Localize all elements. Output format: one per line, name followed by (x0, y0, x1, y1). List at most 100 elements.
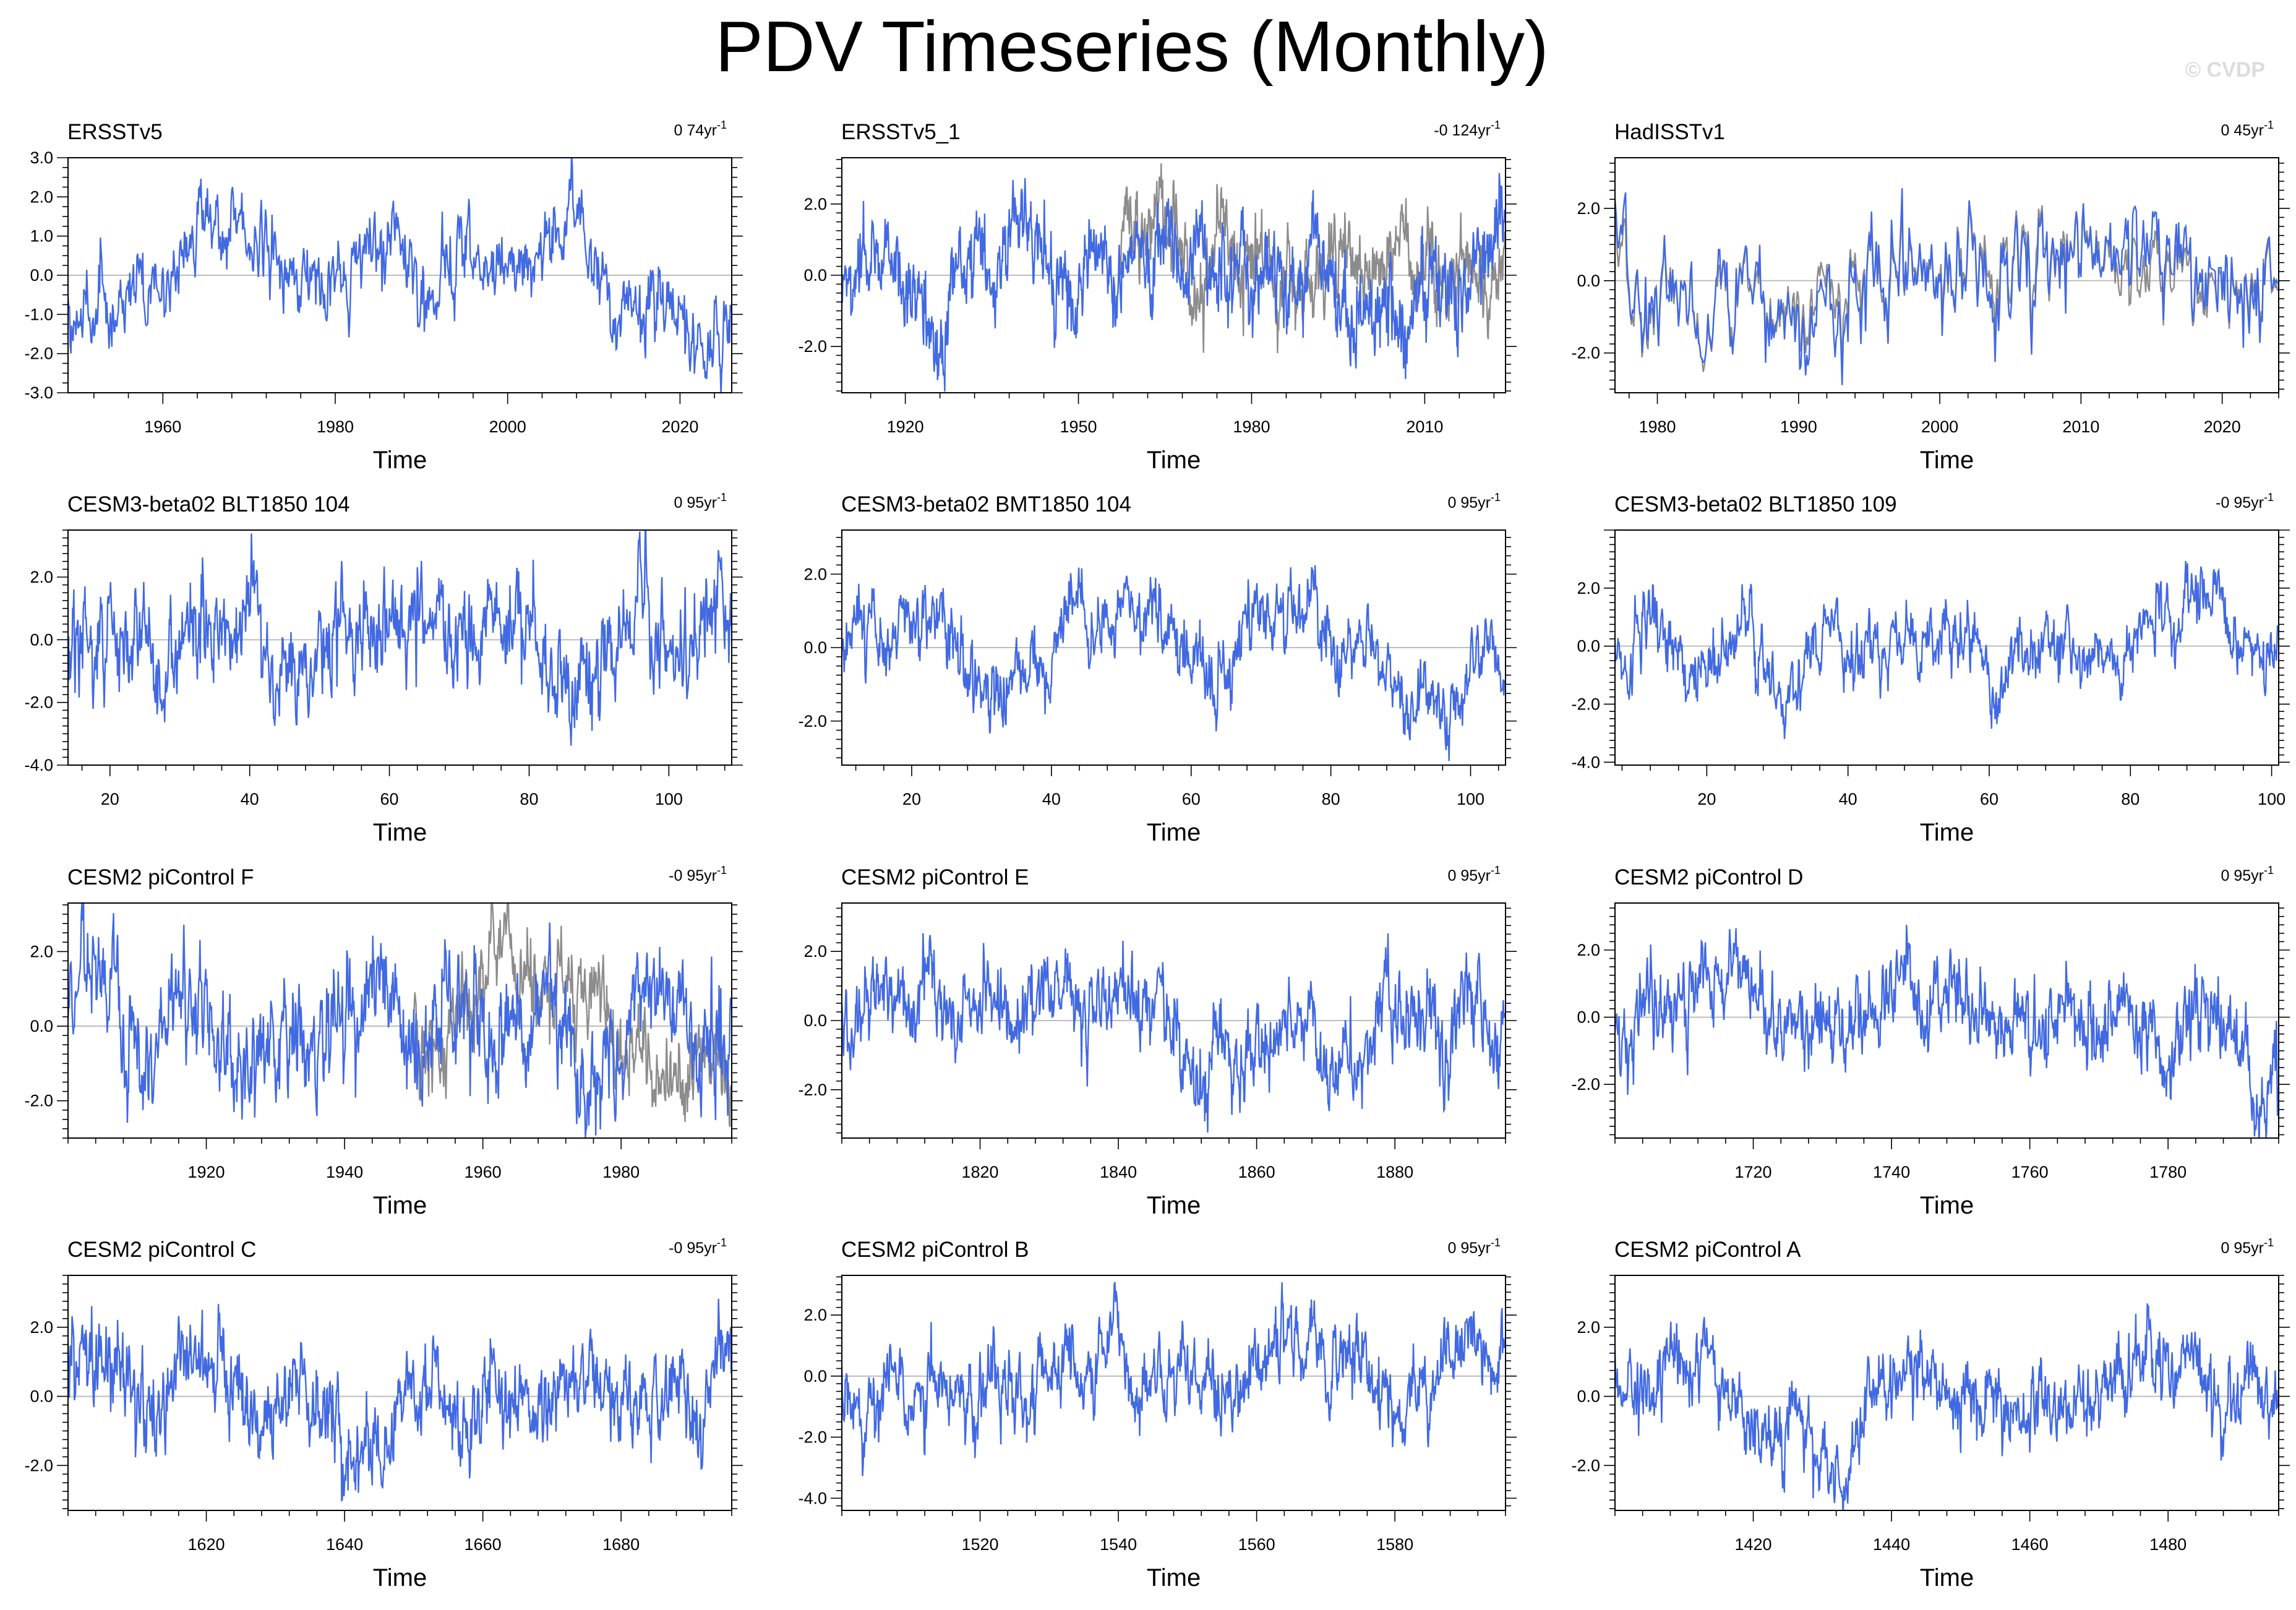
y-tick-label: -3.0 (24, 383, 53, 402)
x-tick-label: 1820 (962, 1163, 999, 1181)
x-tick-label: 40 (1042, 790, 1061, 808)
panel-trend: 0 95yr-1 (2221, 1236, 2274, 1257)
x-tick-label: 1960 (144, 417, 181, 436)
x-tick-label: 100 (655, 790, 683, 808)
x-tick-label: 1840 (1100, 1163, 1137, 1181)
x-tick-label: 1880 (1376, 1163, 1413, 1181)
x-axis-label: Time (1147, 447, 1201, 474)
x-tick-label: 60 (1980, 790, 1998, 808)
figure-title: PDV Timeseries (Monthly) (715, 6, 1549, 87)
y-tick-label: 0.0 (30, 1387, 53, 1406)
y-tick-label: -2.0 (798, 712, 827, 730)
y-tick-label: 0.0 (803, 1011, 827, 1030)
x-axis-label: Time (373, 1192, 427, 1219)
y-tick-label: 0.0 (803, 638, 827, 657)
y-tick-label: 2.0 (30, 942, 53, 961)
x-axis-label: Time (1147, 1192, 1201, 1219)
pdv-series-line (842, 1282, 1506, 1476)
x-tick-label: 2020 (2204, 417, 2241, 436)
y-tick-label: 0.0 (30, 630, 53, 649)
x-axis-label: Time (373, 1564, 427, 1591)
y-tick-label: 2.0 (803, 565, 827, 583)
panel-title: CESM2 piControl F (67, 865, 254, 889)
x-tick-label: 1980 (602, 1163, 640, 1181)
panel-2: ERSSTv5_1 -0 124yr-1 -2.0 0.0 2.0 1920 1950 198… (798, 119, 1517, 474)
y-tick-label: 1.0 (30, 227, 53, 246)
x-tick-label: 2010 (2062, 417, 2099, 436)
panel-title: CESM3-beta02 BLT1850 104 (67, 492, 350, 516)
x-tick-label: 1950 (1060, 417, 1097, 436)
y-tick-label: -2.0 (24, 1092, 53, 1110)
panel-7: CESM2 piControl F -0 95yr-1 -2.0 0.0 2.0 1920… (24, 864, 743, 1219)
panel-5: CESM3-beta02 BMT1850 104 0 95yr-1 -2.0 0.0 2… (798, 491, 1517, 846)
panel-trend: 0 95yr-1 (2221, 864, 2274, 884)
panel-title: CESM3-beta02 BLT1850 109 (1614, 492, 1897, 516)
x-tick-label: 2020 (661, 417, 698, 436)
x-tick-label: 80 (1322, 790, 1340, 808)
y-tick-label: 0.0 (1577, 637, 1600, 656)
x-tick-label: 2000 (489, 417, 526, 436)
y-tick-label: 3.0 (30, 148, 53, 167)
pdv-series-line (68, 158, 732, 393)
panel-trend: -0 95yr-1 (669, 864, 727, 884)
panel-6: CESM3-beta02 BLT1850 109 -0 95yr-1 -4.0 -2.… (1571, 491, 2290, 846)
panel-title: CESM3-beta02 BMT1850 104 (841, 492, 1131, 516)
x-axis-label: Time (1920, 819, 1974, 846)
x-tick-label: 1860 (1238, 1163, 1275, 1181)
x-tick-label: 1780 (2149, 1163, 2187, 1181)
pdv-series-line (842, 565, 1506, 761)
y-tick-label: 0.0 (803, 266, 827, 285)
y-tick-label: -2.0 (24, 345, 53, 363)
panel-12: CESM2 piControl A 0 95yr-1 -2.0 0.0 2.0 1420 1… (1571, 1236, 2290, 1591)
panel-1: ERSSTv5 0 74yr-1 -3.0 -2.0 -1.0 0.0 1.0 2.0 3.0 1… (24, 119, 743, 474)
x-tick-label: 1420 (1735, 1535, 1772, 1554)
plot-frame (1614, 157, 2279, 393)
x-tick-label: 1440 (1873, 1535, 1910, 1554)
y-tick-label: -1.0 (24, 305, 53, 323)
plot-frame (1614, 902, 2279, 1139)
pdv-series-line (68, 530, 732, 746)
panel-trend: 0 95yr-1 (674, 491, 727, 512)
x-tick-label: 100 (2258, 790, 2285, 808)
panel-3: HadISSTv1 0 45yr-1 -2.0 0.0 2.0 1980 1990 2000 2… (1571, 119, 2290, 474)
x-tick-label: 1620 (188, 1535, 225, 1554)
y-tick-label: 0.0 (1577, 272, 1600, 290)
panel-trend: 0 74yr-1 (674, 119, 727, 139)
x-axis-label: Time (1147, 1564, 1201, 1591)
pdv-series-line (1615, 1303, 2279, 1510)
x-axis-label: Time (1147, 819, 1201, 846)
panel-10: CESM2 piControl C -0 95yr-1 -2.0 0.0 2.0 1620… (24, 1236, 743, 1591)
x-tick-label: 1990 (1780, 417, 1817, 436)
panel-trend: 0 45yr-1 (2221, 119, 2274, 139)
x-axis-label: Time (373, 819, 427, 846)
panel-title: CESM2 piControl A (1614, 1238, 1801, 1262)
y-tick-label: 2.0 (1577, 941, 1600, 959)
x-tick-label: 80 (520, 790, 538, 808)
y-tick-label: -4.0 (24, 756, 53, 774)
pdv-series-line (68, 903, 732, 1138)
pdv-series-line (842, 173, 1506, 392)
x-tick-label: 1980 (1233, 417, 1270, 436)
y-tick-label: -4.0 (798, 1489, 827, 1507)
y-tick-label: 0.0 (1577, 1008, 1600, 1027)
x-tick-label: 1580 (1376, 1535, 1413, 1554)
x-tick-label: 20 (101, 790, 119, 808)
pdv-series-line (1615, 561, 2279, 739)
x-tick-label: 1920 (188, 1163, 225, 1181)
y-tick-label: -2.0 (1571, 344, 1600, 362)
x-tick-label: 1760 (2011, 1163, 2049, 1181)
panel-trend: -0 95yr-1 (669, 1236, 727, 1257)
panel-trend: 0 95yr-1 (1448, 491, 1501, 512)
x-tick-label: 100 (1457, 790, 1484, 808)
pdv-series-line (842, 933, 1506, 1133)
x-tick-label: 40 (241, 790, 259, 808)
x-tick-label: 1720 (1735, 1163, 1772, 1181)
x-axis-label: Time (1920, 447, 1974, 474)
y-tick-label: -2.0 (798, 1428, 827, 1447)
panel-title: CESM2 piControl C (67, 1238, 256, 1262)
x-tick-label: 1960 (465, 1163, 502, 1181)
panel-8: CESM2 piControl E 0 95yr-1 -2.0 0.0 2.0 1820 1… (798, 864, 1517, 1219)
panel-trend: -0 95yr-1 (2216, 491, 2274, 512)
panel-title: ERSSTv5_1 (841, 120, 961, 144)
